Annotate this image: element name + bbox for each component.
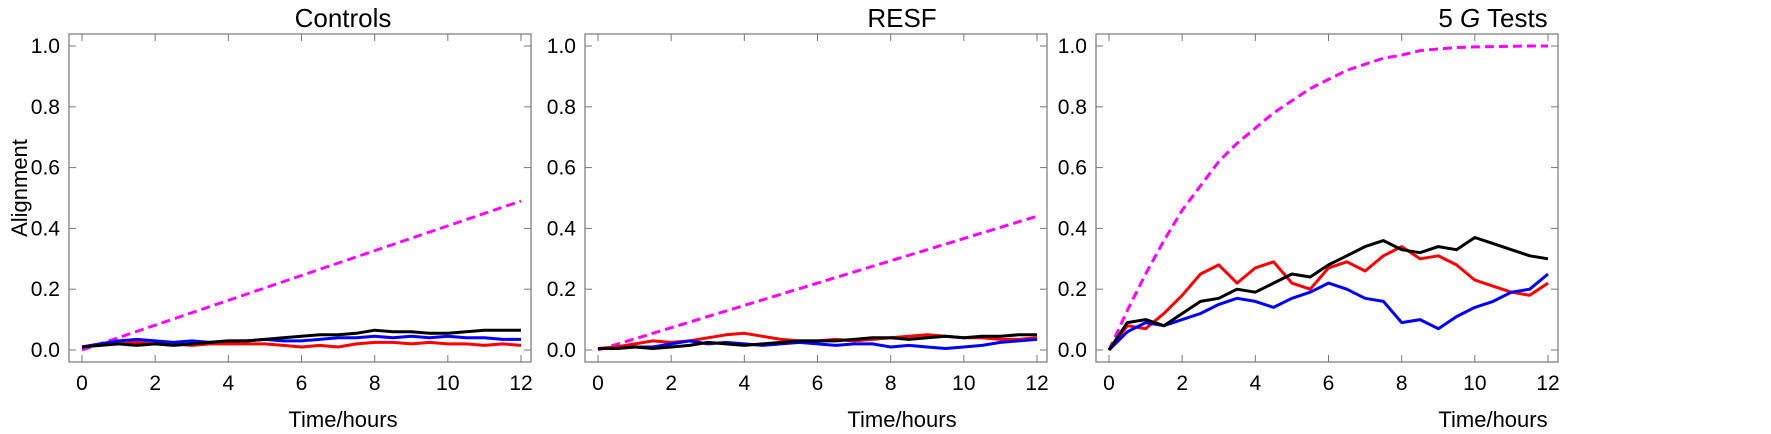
panel-title: Controls [295,3,392,33]
series-line-3 [81,328,521,349]
x-tick-label: 6 [812,372,824,395]
x-axis-label: Time/hours [1438,407,1547,432]
y-tick-label: 0.8 [547,96,576,119]
series-line-0 [597,214,1038,352]
y-tick-label: 1.0 [31,35,60,58]
x-tick-label: 4 [222,372,234,395]
series-line-3 [598,333,1037,350]
x-axis-label: Time/hours [288,407,397,432]
y-axis-label: Alignment [7,139,32,237]
x-tick-label: 0 [76,372,88,395]
y-tick-label: 0.2 [547,278,576,301]
y-tick-label: 1.0 [1058,35,1087,58]
y-tick-label: 0.6 [547,157,576,180]
x-tick-label: 12 [509,372,532,395]
x-tick-label: 12 [1536,372,1559,395]
panel-5g-tests: 5 G Tests Time/hours [1438,3,1547,432]
chart-0: 0 2 4 6 8 10 12 0.0 0.2 0.4 0.6 0.8 1.0 [31,33,533,395]
series-line-3 [1107,236,1549,351]
chart-1: 0 2 4 6 8 10 12 0.0 0.2 0.4 0.6 0.8 1.0 [547,33,1049,395]
series-line-2 [1107,272,1549,352]
x-tick-label: 4 [738,372,750,395]
panel-title-suffix: Tests [1480,3,1547,33]
x-tick-label: 10 [952,372,975,395]
panel-title: 5 G Tests [1438,3,1547,33]
x-tick-label: 8 [885,372,897,395]
panel-title-prefix: 5 [1438,3,1460,33]
series-line-2 [598,337,1038,350]
y-tick-label: 0.0 [547,339,576,362]
series-line-0 [81,199,522,352]
y-tick-label: 0.8 [1058,96,1087,119]
y-tick-label: 1.0 [547,35,576,58]
panel-title: RESF [867,3,936,33]
panel-resf: RESF Time/hours [847,3,956,432]
series-line-0 [1107,44,1548,351]
chart-2: 0 2 4 6 8 10 12 0.0 0.2 0.4 0.6 0.8 1.0 [1058,33,1560,395]
y-tick-label: 0.6 [1058,157,1087,180]
x-tick-label: 10 [436,372,459,395]
series-line-2 [81,334,521,349]
x-axis-label: Time/hours [847,407,956,432]
x-tick-label: 2 [1176,372,1188,395]
x-tick-label: 0 [1103,372,1115,395]
panel-controls: Controls Alignment Time/hours [7,3,398,432]
plot-layer: 0 2 4 6 8 10 120.00.20.40.60.81.00 2 4 6 8 10 120.00… [31,33,1560,395]
x-tick-label: 4 [1249,372,1261,395]
y-tick-label: 0.4 [1058,217,1088,240]
plot-frame [584,33,1048,363]
y-tick-label: 0.4 [547,217,577,240]
y-tick-label: 0.8 [31,96,60,119]
y-tick-label: 0.2 [1058,278,1087,301]
plot-frame [1095,33,1559,363]
plot-frame [68,33,532,363]
x-tick-label: 8 [369,372,381,395]
y-tick-label: 0.2 [31,278,60,301]
x-tick-label: 6 [296,372,308,395]
x-tick-label: 2 [665,372,677,395]
y-tick-label: 0.6 [31,157,60,180]
y-tick-label: 0.0 [31,339,60,362]
x-tick-label: 10 [1463,372,1486,395]
x-tick-label: 8 [1396,372,1408,395]
panel-title-italic: G [1460,3,1480,33]
x-tick-label: 6 [1323,372,1335,395]
series-line-1 [1107,245,1549,351]
y-tick-label: 0.4 [31,217,61,240]
x-tick-label: 2 [149,372,161,395]
x-tick-label: 0 [592,372,604,395]
x-tick-label: 12 [1025,372,1048,395]
y-tick-label: 0.0 [1058,339,1087,362]
